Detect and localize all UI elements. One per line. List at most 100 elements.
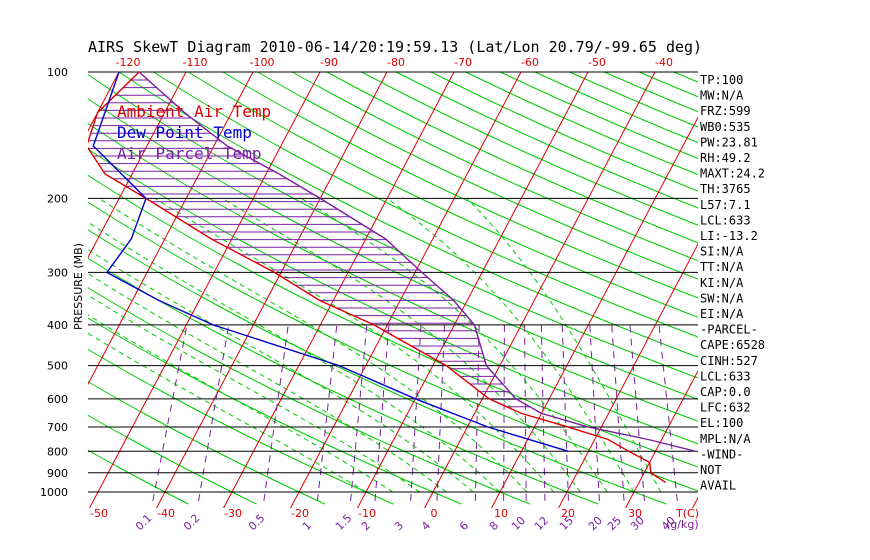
temp-tick-bottom: 30	[628, 507, 642, 520]
moist-adiabat	[466, 198, 662, 493]
mixing-ratio-tick: 0.2	[181, 512, 203, 534]
isotherm	[490, 116, 698, 508]
legend-entry: Dew Point Temp	[117, 123, 252, 142]
pressure-tick-label: 1000	[40, 486, 68, 499]
isotherm	[289, 72, 522, 508]
pressure-tick-label: 400	[47, 319, 68, 332]
mixing-ratio-line	[436, 324, 446, 501]
stat-item: AVAIL	[700, 479, 736, 493]
series-line	[138, 72, 696, 452]
mixing-ratio-line	[658, 324, 678, 501]
legend-entry: Ambient Air Temp	[117, 102, 271, 121]
dry-adiabat	[88, 381, 326, 505]
mixing-ratio-tick: 0.5	[246, 512, 268, 534]
dry-adiabat	[778, 72, 870, 504]
isotherm	[624, 369, 698, 508]
stat-item: FRZ:599	[700, 104, 751, 118]
dry-adiabat	[88, 123, 698, 422]
chart-legend: Ambient Air Temp Dew Point Temp Air Parcel…	[117, 102, 271, 163]
dry-adiabat	[326, 72, 698, 244]
mixing-ratio-tick: 25	[605, 514, 624, 533]
stat-item: CAPE:6528	[700, 338, 765, 352]
pressure-tick-label: 900	[47, 467, 68, 480]
dry-adiabat	[88, 229, 667, 505]
isotherm	[88, 72, 321, 508]
stat-item: LI:-13.2	[700, 229, 758, 243]
dry-adiabat	[361, 72, 698, 226]
mixing-ratio-tick: 10	[509, 514, 528, 533]
temp-tick-top: -60	[521, 56, 539, 69]
mixing-ratio-tick: 1.5	[333, 512, 355, 534]
moist-adiabat	[154, 197, 554, 493]
mixing-ratio-line	[152, 324, 188, 501]
temp-tick-top: -90	[320, 56, 338, 69]
mixing-ratio-line	[374, 324, 390, 501]
stat-item: LCL:633	[700, 369, 751, 383]
dry-adiabat	[88, 148, 698, 445]
dry-adiabat	[88, 201, 698, 492]
mixing-ratio-tick: 1	[300, 519, 314, 533]
dry-adiabat	[153, 72, 698, 338]
stat-item: TH:3765	[700, 182, 751, 196]
stat-item: -WIND-	[700, 447, 743, 461]
moist-adiabat	[88, 221, 501, 493]
mixing-ratio-line	[524, 324, 527, 501]
dry-adiabat	[743, 72, 870, 504]
temp-tick-bottom: -30	[224, 507, 242, 520]
isobars	[88, 71, 698, 493]
stat-item: TT:N/A	[700, 260, 744, 274]
dry-adiabat	[188, 72, 698, 318]
moist-adiabat	[301, 197, 608, 493]
mixing-ratio-tick: 2	[359, 519, 373, 533]
stat-item: EI:N/A	[700, 307, 744, 321]
mixing-ratio-tick: 12	[532, 514, 551, 533]
pressure-tick-label: 700	[47, 421, 68, 434]
dry-adiabat	[813, 72, 870, 504]
stat-item: CINH:527	[700, 354, 758, 368]
mixing-ratio-unit: (g/kg)	[666, 518, 699, 531]
dry-adiabat	[88, 98, 698, 400]
stat-item: SI:N/A	[700, 245, 744, 259]
legend-entry: Air Parcel Temp	[117, 144, 262, 163]
pressure-tick-label: 200	[47, 192, 68, 205]
x-axis-unit: T(C)	[675, 507, 699, 520]
sounding-series	[88, 72, 696, 484]
mixing-ratio-line	[474, 324, 480, 501]
temp-tick-bottom: -50	[90, 507, 108, 520]
temp-tick-top: -80	[387, 56, 405, 69]
mixing-ratio-line	[350, 324, 368, 501]
stat-item: MAXT:24.2	[700, 167, 765, 181]
isotherm	[356, 72, 589, 508]
mixing-ratio-line	[540, 324, 546, 501]
isotherm	[88, 72, 254, 386]
stat-item: MPL:N/A	[700, 432, 751, 446]
stat-item: -PARCEL-	[700, 323, 758, 337]
dry-adiabat	[88, 348, 394, 505]
temp-tick-top: -50	[588, 56, 606, 69]
stat-item: EL:100	[700, 416, 743, 430]
mixing-ratio-line	[561, 324, 569, 501]
dry-adiabat	[88, 287, 530, 505]
isotherm	[423, 72, 656, 508]
stat-item: NOT	[700, 463, 722, 477]
dry-adiabat	[88, 174, 698, 468]
dry-adiabat	[500, 72, 698, 159]
temp-tick-bottom: 20	[561, 507, 575, 520]
dry-adiabat	[118, 72, 698, 358]
mixing-ratio-line	[611, 324, 625, 501]
temp-tick-top: -120	[116, 56, 141, 69]
stat-item: CAP:0.0	[700, 385, 751, 399]
stat-item: SW:N/A	[700, 291, 744, 305]
stat-item: KI:N/A	[700, 276, 744, 290]
dry-adiabat	[465, 72, 698, 176]
temp-tick-top: -70	[454, 56, 472, 69]
temp-tick-top: -100	[250, 56, 275, 69]
temp-tick-top: -110	[183, 56, 208, 69]
stat-item: MW:N/A	[700, 89, 744, 103]
moist-adiabat	[88, 294, 420, 493]
stat-item: TP:100	[700, 73, 743, 87]
dry-adiabat	[257, 72, 698, 280]
series-line	[92, 72, 569, 452]
